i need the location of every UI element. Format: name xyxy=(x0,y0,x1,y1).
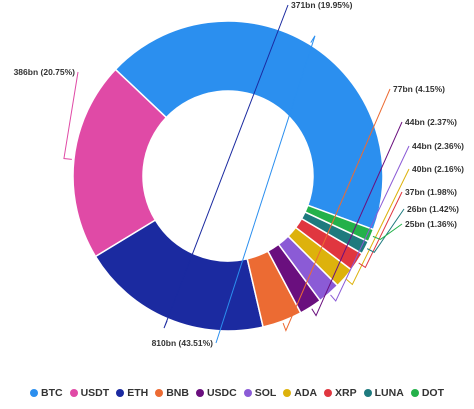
leader-line-btc xyxy=(215,35,316,344)
legend-item-usdc[interactable]: USDC xyxy=(195,387,237,399)
data-label-usdc: 44bn (2.37%) xyxy=(405,117,457,127)
legend-item-xrp[interactable]: XRP xyxy=(324,387,357,399)
data-label-xrp: 37bn (1.98%) xyxy=(405,187,457,197)
legend-item-luna[interactable]: LUNA xyxy=(363,387,404,399)
leader-line-xrp xyxy=(358,191,403,269)
legend-label: LUNA xyxy=(374,387,404,399)
legend-marker-icon xyxy=(324,389,333,397)
legend-marker-icon xyxy=(243,389,252,397)
legend-marker-icon xyxy=(116,389,125,397)
legend-marker-icon xyxy=(410,389,419,397)
data-label-sol: 44bn (2.36%) xyxy=(412,141,464,151)
data-label-bnb: 77bn (4.15%) xyxy=(393,84,445,94)
leaders-layer xyxy=(63,4,410,344)
legend-marker-icon xyxy=(155,389,164,397)
leader-line-dot xyxy=(372,223,403,241)
legend-label: XRP xyxy=(335,387,357,399)
legend-label: SOL xyxy=(254,387,277,399)
leader-line-usdt xyxy=(63,71,79,160)
legend-label: DOT xyxy=(421,387,444,399)
legend-item-btc[interactable]: BTC xyxy=(30,387,63,399)
legend-item-eth[interactable]: ETH xyxy=(116,387,148,399)
slice-usdt[interactable] xyxy=(72,68,168,258)
legend-marker-icon xyxy=(30,389,38,397)
slice-dot[interactable] xyxy=(304,204,375,243)
legend-label: USDT xyxy=(80,387,110,399)
slice-eth[interactable] xyxy=(94,219,265,332)
data-label-usdt: 386bn (20.75%) xyxy=(14,67,76,77)
leader-line-luna xyxy=(366,208,405,253)
legend-marker-icon xyxy=(363,389,372,397)
legend-marker-icon xyxy=(195,389,204,397)
legend-item-usdt[interactable]: USDT xyxy=(69,387,110,399)
chart-legend: BTC USDT ETH BNB USDC SOL ADA XRP LUNA DOT xyxy=(0,383,474,403)
legend-marker-icon xyxy=(69,389,78,397)
data-label-dot: 25bn (1.36%) xyxy=(405,219,457,229)
labels-layer: 810bn (43.51%) 386bn (20.75%) 371bn (19.95… xyxy=(14,0,465,348)
chart-svg: 810bn (43.51%) 386bn (20.75%) 371bn (19.95… xyxy=(14,0,465,348)
legend-label: USDC xyxy=(206,387,237,399)
legend-item-bnb[interactable]: BNB xyxy=(155,387,189,399)
legend-label: BTC xyxy=(41,387,63,399)
leader-line-ada xyxy=(345,168,410,286)
legend-label: ADA xyxy=(294,387,318,399)
data-label-eth: 371bn (19.95%) xyxy=(291,0,353,10)
slices-layer xyxy=(72,20,384,332)
legend-label: ETH xyxy=(127,387,149,399)
slice-btc[interactable] xyxy=(114,20,384,231)
legend-item-dot[interactable]: DOT xyxy=(410,387,444,399)
data-label-ada: 40bn (2.16%) xyxy=(412,164,464,174)
leader-line-usdc xyxy=(311,121,403,317)
legend-marker-icon xyxy=(283,389,292,397)
legend-label: BNB xyxy=(166,387,189,399)
legend-item-sol[interactable]: SOL xyxy=(243,387,277,399)
leader-line-bnb xyxy=(282,88,391,332)
data-label-luna: 26bn (1.42%) xyxy=(407,204,459,214)
leader-line-eth xyxy=(163,4,289,329)
legend-item-ada[interactable]: ADA xyxy=(283,387,317,399)
leader-line-sol xyxy=(330,145,410,302)
data-label-btc: 810bn (43.51%) xyxy=(152,338,214,348)
